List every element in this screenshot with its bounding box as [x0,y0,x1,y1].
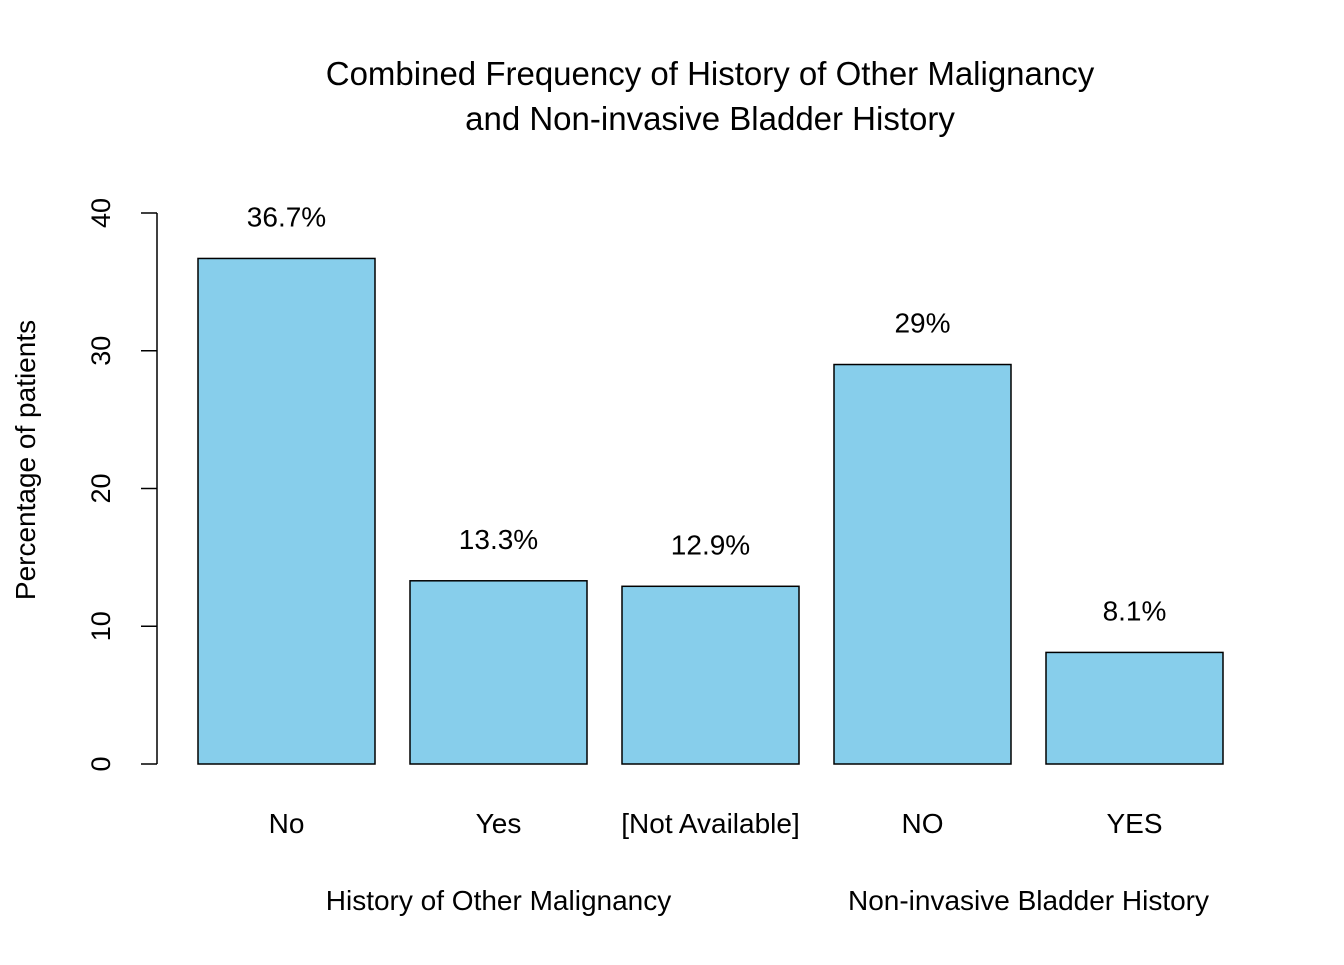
y-axis-label: Percentage of patients [10,320,41,600]
data-label: 29% [894,308,950,339]
data-labels: 36.7% 13.3% 12.9% 29% 8.1% [247,201,1167,626]
category-label: NO [902,808,944,839]
y-tick-label: 10 [86,611,116,641]
data-label: 8.1% [1103,595,1167,626]
category-label: Yes [476,808,522,839]
data-label: 12.9% [671,529,750,560]
category-label: [Not Available] [621,808,800,839]
bar [621,585,800,765]
category-label: No [269,808,305,839]
group-labels: History of Other Malignancy Non-invasive … [326,885,1209,916]
bars [197,257,1224,765]
chart-title-line-1: Combined Frequency of History of Other M… [326,55,1095,92]
bar [1045,651,1224,765]
bar [409,580,588,765]
chart-title-line-2: and Non-invasive Bladder History [465,100,955,137]
group-label: History of Other Malignancy [326,885,671,916]
y-tick-label: 30 [86,336,116,366]
data-label: 13.3% [459,524,538,555]
chart-title: Combined Frequency of History of Other M… [326,55,1095,137]
bar [197,257,376,765]
y-tick-label: 0 [86,756,116,771]
group-label: Non-invasive Bladder History [848,885,1209,916]
data-label: 36.7% [247,201,326,232]
category-labels: No Yes [Not Available] NO YES [269,808,1163,839]
category-label: YES [1106,808,1162,839]
y-tick-label: 40 [86,198,116,228]
y-tick-label: 20 [86,473,116,503]
y-axis: 0 10 20 30 40 [86,198,158,772]
bar [833,363,1012,765]
